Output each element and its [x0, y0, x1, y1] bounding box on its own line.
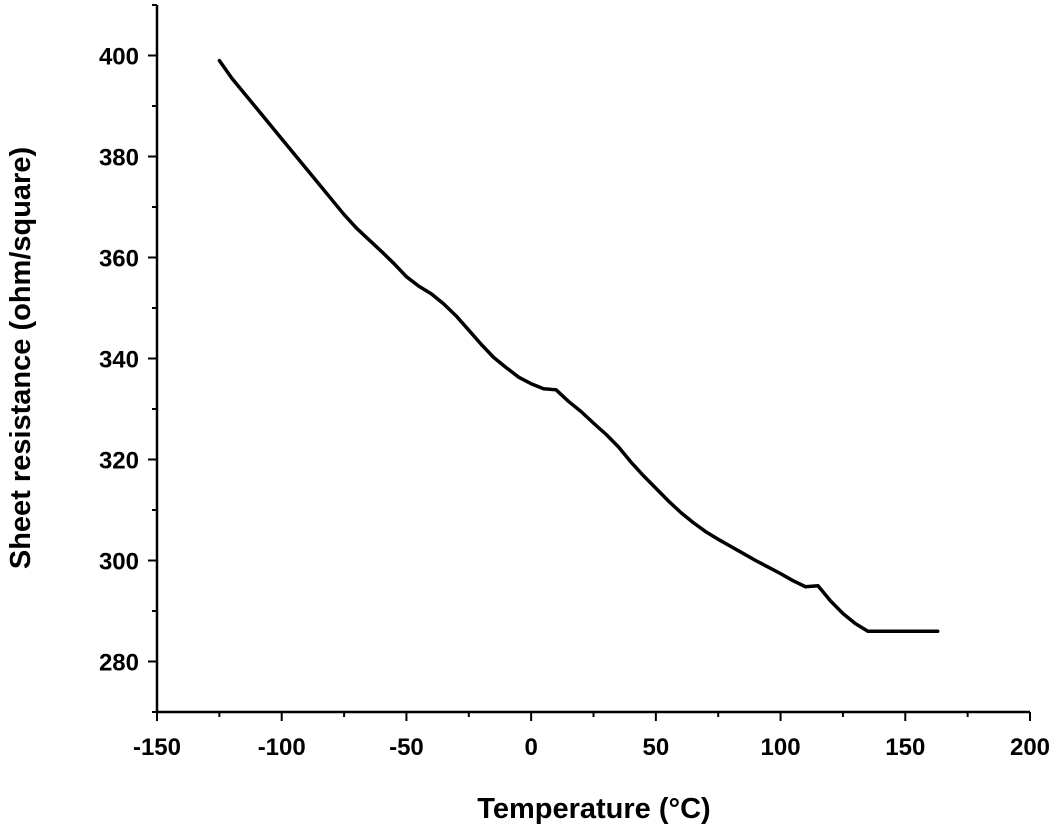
y-tick-label: 340 [99, 347, 139, 374]
x-tick-label: -50 [389, 734, 424, 761]
x-axis-title: Temperature (°C) [477, 793, 710, 825]
ticks: -150 -100 -50 0 50 100 150 200 280 300 320 340 360 38… [99, 4, 1050, 761]
y-axis-title: Sheet resistance (ohm/square) [5, 147, 37, 569]
series-group [217, 58, 940, 633]
y-tick-label: 280 [99, 650, 139, 677]
y-tick-label: 300 [99, 549, 139, 576]
y-tick-label: 400 [99, 44, 139, 71]
axes [155, 5, 1030, 714]
series-line [217, 58, 940, 633]
x-tick-label: 200 [1010, 734, 1050, 761]
x-tick-label: 50 [643, 734, 670, 761]
x-tick-label: 100 [761, 734, 801, 761]
x-tick-label: 150 [885, 734, 925, 761]
y-tick-label: 360 [99, 246, 139, 273]
x-tick-label: -100 [258, 734, 306, 761]
y-tick-label: 380 [99, 145, 139, 172]
x-tick-label: 0 [524, 734, 537, 761]
y-tick-label: 320 [99, 448, 139, 475]
x-tick-label: -150 [133, 734, 181, 761]
